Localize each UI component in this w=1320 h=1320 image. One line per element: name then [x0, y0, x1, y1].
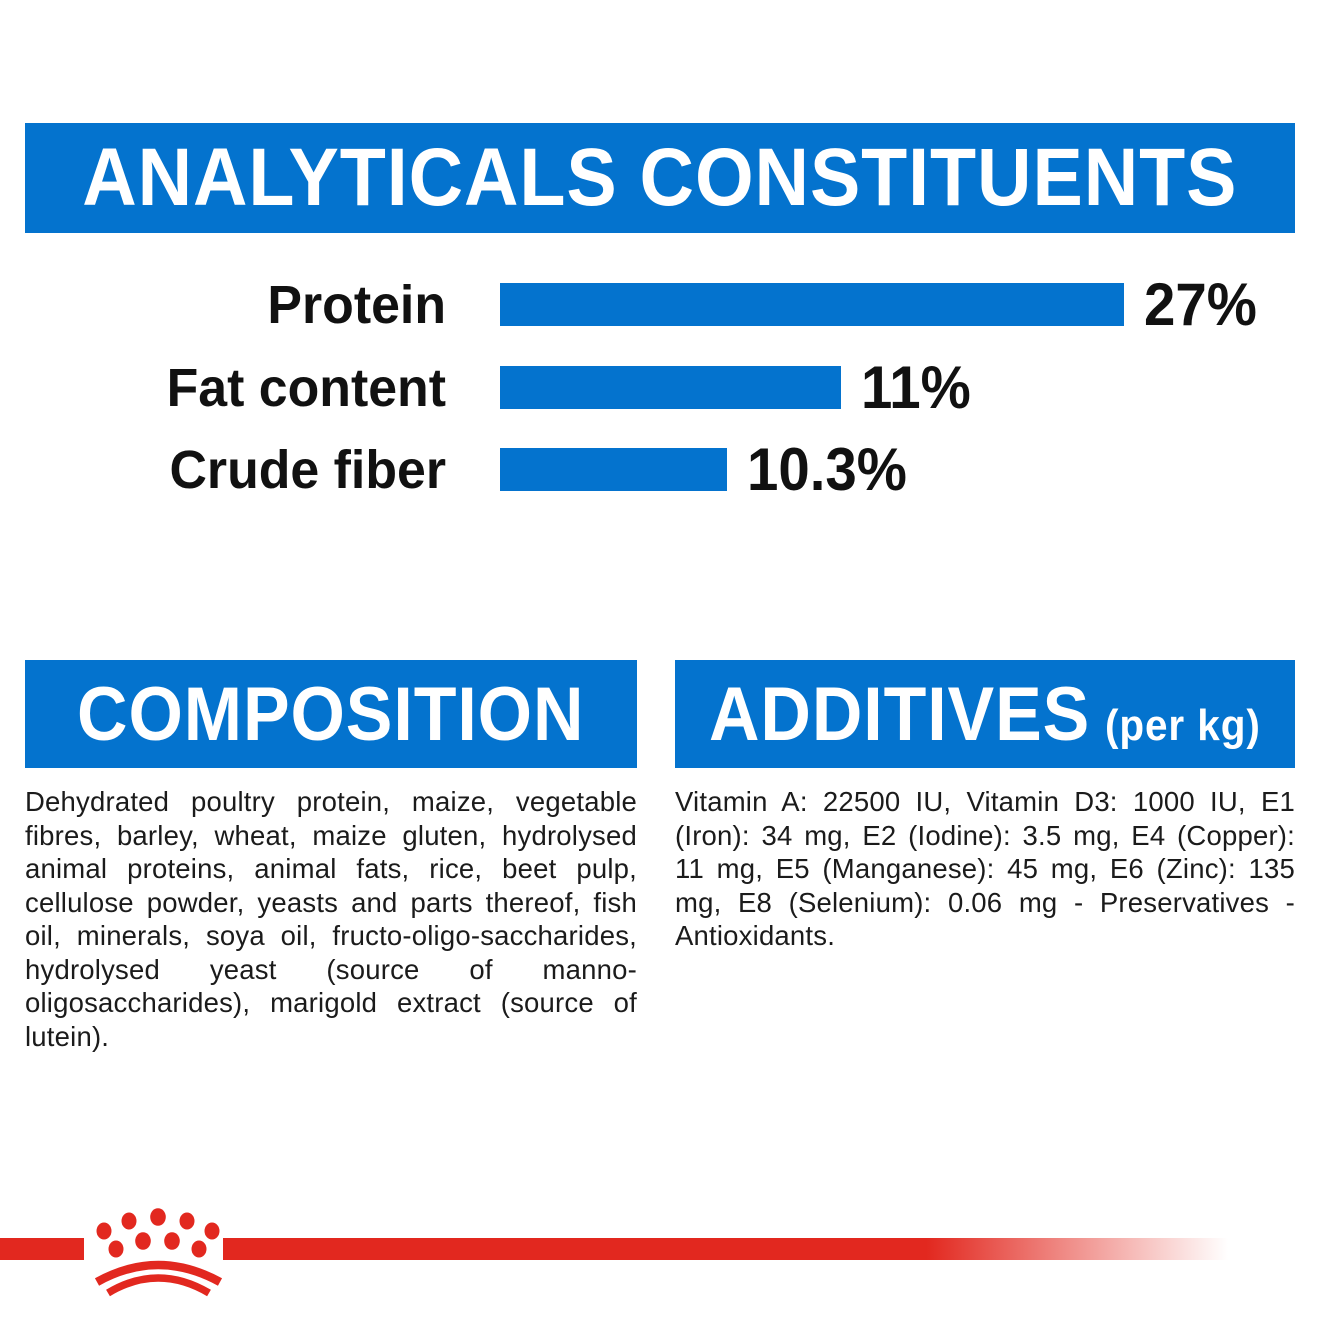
chart-value-label: 10.3% — [747, 436, 907, 503]
composition-body-text: Dehydrated poultry protein, maize, veget… — [25, 786, 637, 1052]
chart-category-label: Crude fiber — [169, 439, 447, 500]
brand-rule-right — [223, 1238, 1228, 1260]
brand-rule-left — [0, 1238, 84, 1260]
chart-row-crude-fiber: Crude fiber 10.3% — [0, 436, 1320, 503]
chart-bar — [500, 366, 841, 409]
chart-row-protein: Protein 27% — [0, 271, 1320, 338]
header-banner: ANALYTICALS CONSTITUENTS — [25, 123, 1295, 233]
additives-unit-label: (per kg) — [1105, 700, 1261, 750]
additives-title-group: ADDITIVES (per kg) — [709, 671, 1261, 758]
chart-category-label: Protein — [267, 274, 446, 335]
chart-bar — [500, 448, 727, 491]
chart-value-label: 11% — [861, 354, 971, 421]
chart-bar — [500, 283, 1124, 326]
chart-row-fat-content: Fat content 11% — [0, 354, 1320, 421]
additives-body-text: Vitamin A: 22500 IU, Vitamin D3: 1000 IU… — [675, 786, 1295, 951]
page-title: ANALYTICALS CONSTITUENTS — [82, 132, 1238, 223]
additives-title: ADDITIVES — [709, 671, 1091, 757]
composition-title: COMPOSITION — [77, 671, 585, 757]
additives-banner: ADDITIVES (per kg) — [675, 660, 1295, 768]
chart-value-label: 27% — [1144, 271, 1257, 338]
royal-canin-crown-icon — [94, 1208, 223, 1297]
composition-banner: COMPOSITION — [25, 660, 637, 768]
chart-category-label: Fat content — [166, 357, 446, 418]
